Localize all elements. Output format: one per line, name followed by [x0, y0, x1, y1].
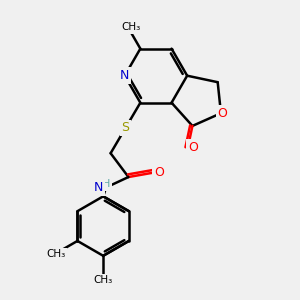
- Text: CH₃: CH₃: [122, 22, 141, 32]
- Text: O: O: [218, 107, 227, 120]
- Text: H: H: [102, 179, 110, 190]
- Text: N: N: [120, 69, 129, 82]
- Text: N: N: [94, 181, 104, 194]
- Text: S: S: [122, 122, 130, 134]
- Text: O: O: [154, 166, 164, 179]
- Text: CH₃: CH₃: [94, 275, 113, 286]
- Text: O: O: [188, 141, 198, 154]
- Text: CH₃: CH₃: [46, 249, 66, 259]
